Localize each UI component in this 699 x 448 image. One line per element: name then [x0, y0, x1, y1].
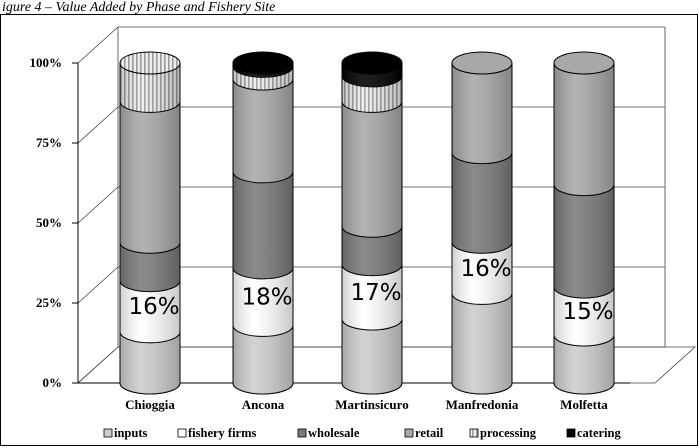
- bar-shading: [452, 63, 512, 164]
- bar-shading: [452, 152, 512, 254]
- legend-item-retail: retail: [404, 426, 444, 440]
- legend-swatch: [297, 428, 307, 438]
- bar-top-molfetta: [553, 51, 615, 75]
- y-tick-label: 0%: [43, 375, 63, 390]
- data-label-martinsicuro: 17%: [350, 280, 401, 306]
- gridline-side: [77, 186, 119, 224]
- legend-swatch: [404, 428, 414, 438]
- data-labels: 16% 18% 17% 16% 15%: [128, 256, 613, 325]
- figure-caption: igure 4 – Value Added by Phase and Fishe…: [2, 0, 275, 15]
- data-label-manfredonia: 16%: [460, 256, 511, 282]
- legend-label: catering: [577, 426, 621, 440]
- legend-label: retail: [415, 426, 444, 440]
- bar-shading: [452, 293, 512, 394]
- legend-label: processing: [480, 426, 537, 440]
- bar-shading: [342, 319, 402, 394]
- legend-swatch: [103, 428, 113, 438]
- bar-top-manfredonia: [451, 51, 513, 75]
- bar-shading: [233, 325, 293, 394]
- bar-shading: [554, 287, 614, 346]
- bar-top-martinsicuro: [341, 51, 403, 75]
- bar-shading: [342, 264, 402, 330]
- bar-shading: [120, 331, 180, 394]
- legend-item-processing: processing: [469, 426, 537, 440]
- x-tick-label-molfetta: Molfetta: [560, 397, 608, 412]
- data-label-molfetta: 15%: [562, 299, 613, 325]
- bar-stack-ancona: [232, 51, 294, 395]
- bar-shading: [233, 267, 293, 337]
- legend-item-wholesale: wholesale: [297, 426, 360, 440]
- bar-shading: [554, 335, 614, 394]
- y-tick-label: 25%: [36, 295, 62, 310]
- bar-stack-martinsicuro: [341, 51, 403, 395]
- bar-shading: [233, 63, 293, 78]
- bar-top-chioggia: [119, 51, 181, 75]
- bar-shading: [120, 63, 180, 113]
- bar-shading: [342, 63, 402, 87]
- bar-shading: [342, 226, 402, 276]
- legend-item-catering: catering: [566, 426, 621, 440]
- bar-shading: [233, 79, 293, 183]
- bar-stack-manfredonia: [451, 51, 513, 395]
- bar-shading: [554, 63, 614, 196]
- legend-item-fishery-firms: fishery firms: [177, 426, 257, 440]
- bars: [119, 51, 615, 395]
- gridline-side: [77, 106, 119, 144]
- x-tick-label-martinsicuro: Martinsicuro: [335, 397, 408, 412]
- x-tick-label-manfredonia: Manfredonia: [446, 397, 519, 412]
- bar-shading: [120, 242, 180, 292]
- gridline-side: [77, 266, 119, 304]
- legend-label: wholesale: [308, 426, 360, 440]
- bar-shading: [342, 101, 402, 238]
- data-label-chioggia: 16%: [128, 294, 179, 320]
- legend-swatch: [177, 428, 187, 438]
- bar-top-ancona: [232, 51, 294, 75]
- bar-shading: [554, 184, 614, 298]
- bar-stack-molfetta: [553, 51, 615, 395]
- legend-label: inputs: [114, 426, 147, 440]
- y-tick-label: 50%: [36, 215, 62, 230]
- data-label-ancona: 18%: [241, 285, 292, 311]
- bar-shading: [452, 242, 512, 305]
- bar-shading: [120, 101, 180, 254]
- legend-swatch: [469, 428, 479, 438]
- legend-swatch: [566, 428, 576, 438]
- bar-stack-chioggia: [119, 51, 181, 395]
- bar-shading: [342, 75, 402, 113]
- bar-shading: [233, 66, 293, 90]
- legend: inputs fishery firms wholesale retail proces…: [103, 426, 621, 440]
- y-tick-label: 75%: [36, 135, 62, 150]
- bar-shading: [233, 171, 293, 279]
- y-tick-label: 100%: [30, 55, 63, 70]
- x-tick-label-chioggia: Chioggia: [125, 397, 175, 412]
- legend-label: fishery firms: [188, 426, 257, 440]
- legend-item-inputs: inputs: [103, 426, 147, 440]
- gridline-side: [77, 26, 119, 64]
- bar-shading: [120, 280, 180, 343]
- axes: 0% 25% 50% 75% 100% Chioggia Ancona Martinsicur…: [30, 55, 609, 412]
- x-tick-label-ancona: Ancona: [242, 397, 285, 412]
- chart-border: [0, 14, 698, 446]
